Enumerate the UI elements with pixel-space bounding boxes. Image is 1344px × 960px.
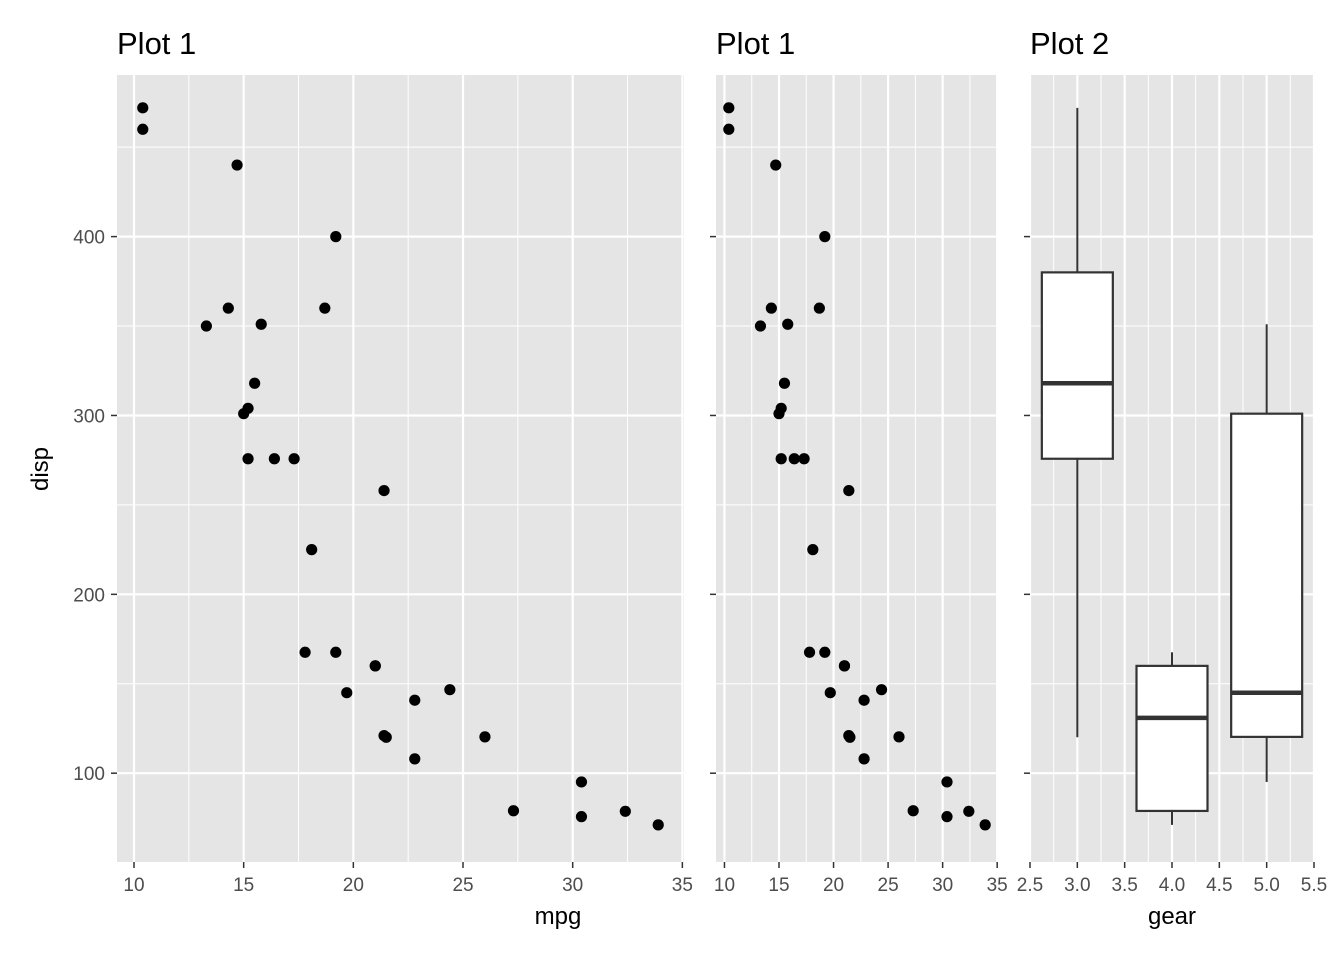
scatter-point [773, 408, 785, 420]
scatter-point [444, 684, 456, 696]
scatter-point [409, 694, 421, 706]
box-iqr [1135, 664, 1209, 813]
x-tick-label: 15 [768, 875, 789, 896]
scatter-point [843, 484, 855, 497]
x-tick-label: 4.0 [1159, 875, 1185, 896]
panel1-title: Plot 1 [117, 26, 196, 61]
x-axis-label-mpg: mpg [535, 903, 582, 930]
scatter-point [378, 730, 390, 742]
scatter-point [963, 805, 975, 817]
x-tick-label: 3.5 [1111, 875, 1137, 896]
scatter-point [778, 377, 791, 389]
panel2-title: Plot 1 [716, 26, 795, 61]
scatter-point [819, 231, 831, 243]
scatter-point [200, 320, 212, 332]
scatter-panel-mpg-disp-narrow: 10 15 20 25 30 35 [710, 75, 1008, 896]
scatter-point [723, 123, 735, 135]
scatter-panel-mpg-disp: 10 15 20 25 30 35 100 200 300 400 [73, 75, 693, 896]
scatter-point [893, 731, 905, 743]
box-iqr [1230, 412, 1304, 738]
scatter-point [479, 731, 491, 743]
y-tick-label: 200 [73, 585, 105, 606]
scatter-point [575, 811, 588, 823]
y-tick-label: 400 [73, 228, 105, 249]
scatter-point [330, 231, 342, 243]
scatter-point [378, 484, 390, 497]
x-tick-label: 5.0 [1253, 875, 1279, 896]
scatter-point [838, 660, 851, 672]
scatter-point [369, 660, 381, 672]
scatter-point [843, 730, 855, 742]
boxplot-panel-gear-disp: 2.5 3.0 3.5 4.0 4.5 5.0 5.5 [1017, 75, 1327, 896]
x-tick-label: 20 [823, 875, 844, 896]
scatter-point [268, 453, 280, 465]
scatter-point [807, 544, 819, 556]
scatter-point [979, 819, 991, 831]
y-axis-label: disp [27, 447, 54, 491]
scatter-point [788, 453, 800, 465]
x-axis-label-gear: gear [1148, 903, 1196, 930]
scatter-point [619, 805, 631, 817]
x-tick-label: 10 [714, 875, 735, 896]
panel-background [117, 75, 684, 862]
scatter-point [242, 453, 254, 465]
scatter-point [875, 684, 888, 696]
scatter-point [824, 687, 836, 699]
scatter-point [652, 819, 664, 831]
y-tick-label: 100 [73, 764, 105, 785]
x-tick-label: 4.5 [1206, 875, 1232, 896]
scatter-point [137, 102, 149, 114]
scatter-point [231, 159, 243, 171]
scatter-point [238, 408, 250, 420]
scatter-point [507, 805, 520, 817]
scatter-point [222, 302, 234, 314]
scatter-point [782, 318, 794, 330]
x-tick-label: 5.5 [1301, 875, 1327, 896]
scatter-point [813, 302, 825, 314]
scatter-point [775, 453, 787, 465]
scatter-point [819, 646, 831, 658]
scatter-point [575, 776, 588, 788]
scatter-point [249, 377, 261, 389]
scatter-point [803, 646, 816, 658]
scatter-point [299, 646, 311, 658]
scatter-point [907, 805, 919, 817]
scatter-point [941, 811, 953, 823]
scatter-point [137, 123, 149, 135]
scatter-point [409, 753, 421, 765]
panel3-title: Plot 2 [1030, 26, 1109, 61]
panel-background [716, 75, 998, 862]
scatter-point [330, 646, 342, 658]
scatter-point [341, 687, 353, 699]
x-tick-label: 30 [932, 875, 953, 896]
scatter-point [858, 753, 870, 765]
scatter-point [798, 453, 810, 465]
x-tick-label: 35 [987, 875, 1008, 896]
scatter-point [858, 694, 870, 706]
y-tick-label: 300 [73, 406, 105, 427]
scatter-point [765, 302, 777, 314]
x-tick-label: 3.0 [1064, 875, 1090, 896]
scatter-point [754, 320, 767, 332]
x-tick-label: 25 [878, 875, 899, 896]
x-tick-label: 2.5 [1017, 875, 1043, 896]
scatter-point [319, 302, 331, 314]
x-tick-label: 10 [123, 875, 144, 896]
box-iqr [1040, 271, 1114, 460]
scatter-point [288, 453, 300, 465]
x-tick-label: 20 [343, 875, 364, 896]
x-tick-label: 15 [233, 875, 254, 896]
scatter-point [941, 776, 953, 788]
x-tick-label: 30 [562, 875, 583, 896]
scatter-point [255, 318, 267, 330]
scatter-point [306, 544, 318, 556]
x-tick-label: 25 [452, 875, 473, 896]
x-tick-label: 35 [672, 875, 693, 896]
scatter-point [770, 159, 782, 171]
scatter-point [723, 102, 735, 114]
